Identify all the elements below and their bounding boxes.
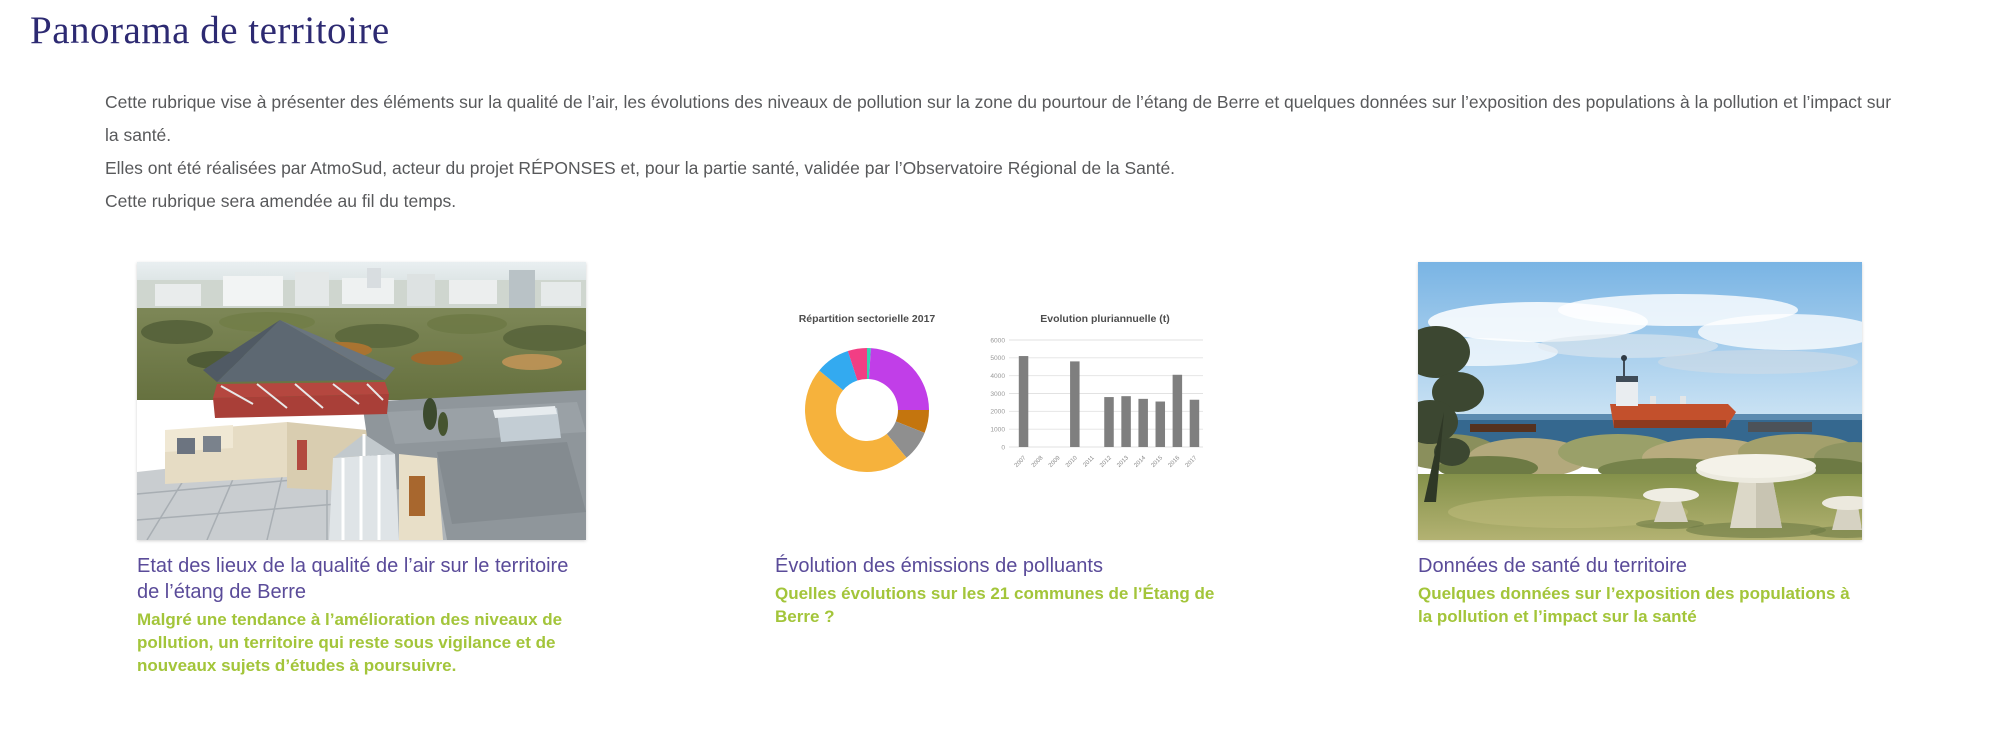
donut-slice-secteur-bleu [819, 351, 858, 391]
bar-2012 [1104, 397, 1114, 447]
card-subtitle-air-quality: Malgré une tendance à l’amélioration des… [137, 610, 563, 675]
glass-atrium [329, 434, 443, 540]
x-tick-label: 2014 [1133, 455, 1147, 469]
x-tick-label: 2012 [1099, 455, 1113, 469]
donut-slice-secteur-teal [867, 348, 871, 380]
card-emissions[interactable]: Répartition sectorielle 2017 Evolution pl… [775, 262, 1216, 628]
intro-paragraph-2: Elles ont été réalisées par AtmoSud, act… [105, 158, 1176, 178]
donut-slice-secteur-orange [805, 370, 907, 472]
x-tick-label: 2016 [1168, 455, 1182, 469]
x-tick-label: 2010 [1065, 455, 1079, 469]
bar-2016 [1172, 374, 1183, 447]
bar-2007 [1018, 356, 1029, 447]
intro-paragraph-3: Cette rubrique sera amendée au fil du te… [105, 191, 457, 211]
emissions-charts-image[interactable]: Répartition sectorielle 2017 Evolution pl… [775, 262, 1216, 540]
beige-buildings [165, 422, 367, 492]
y-tick-label: 6000 [990, 337, 1005, 344]
y-tick-label: 4000 [990, 373, 1005, 380]
card-title-air-quality[interactable]: Etat des lieux de la qualité de l’air su… [137, 555, 569, 603]
distant-ships [1470, 422, 1812, 432]
donut-slice-secteur-brun [895, 410, 929, 433]
aerial-photo-etang-de-berre[interactable] [137, 262, 586, 540]
topic-cards: Etat des lieux de la qualité de l’air su… [137, 262, 1862, 677]
donut-chart-title: Répartition sectorielle 2017 [799, 313, 936, 325]
bar-2010 [1070, 361, 1080, 447]
intro-text: Cette rubrique vise à présenter des élém… [105, 86, 1905, 218]
card-subtitle-emissions: Quelles évolutions sur les 21 communes d… [775, 584, 1215, 626]
bar-2014 [1138, 398, 1148, 447]
bar-2013 [1121, 396, 1131, 447]
clouds [1418, 294, 1862, 374]
y-tick-label: 0 [1001, 444, 1005, 451]
x-tick-label: 2015 [1150, 455, 1164, 469]
card-health[interactable]: Données de santé du territoire Quelques … [1418, 262, 1862, 628]
pyramid-roof [203, 320, 395, 418]
donut-slice-secteur-rose [847, 348, 867, 381]
y-tick-label: 2000 [990, 409, 1005, 416]
bar-2015 [1155, 401, 1166, 447]
card-air-quality[interactable]: Etat des lieux de la qualité de l’air su… [137, 262, 586, 677]
card-title-health[interactable]: Données de santé du territoire [1418, 555, 1688, 577]
intro-paragraph-1: Cette rubrique vise à présenter des élém… [105, 92, 1892, 145]
x-tick-label: 2007 [1014, 455, 1028, 469]
x-tick-label: 2011 [1082, 455, 1096, 469]
donut-slice-secteur-violet [868, 348, 929, 410]
coastal-photo-tanker[interactable] [1418, 262, 1862, 540]
picnic-table [1636, 454, 1862, 538]
city-skyline [137, 268, 586, 314]
y-tick-label: 5000 [990, 355, 1005, 362]
tree-silhouette [1418, 326, 1484, 502]
card-subtitle-health: Quelques données sur l’exposition des po… [1418, 584, 1850, 626]
x-tick-label: 2009 [1048, 455, 1062, 469]
card-title-emissions[interactable]: Évolution des émissions de polluants [775, 555, 1103, 577]
y-tick-label: 3000 [990, 391, 1005, 398]
page-title: Panorama de territoire [30, 9, 390, 52]
x-tick-label: 2017 [1185, 455, 1199, 469]
bar-2017 [1189, 399, 1200, 447]
donut-slice-secteur-gris [886, 421, 925, 458]
x-tick-label: 2013 [1116, 455, 1130, 469]
bar-chart-title: Evolution pluriannuelle (t) [1040, 313, 1170, 325]
x-tick-label: 2008 [1031, 455, 1045, 469]
tanker-ship [1610, 355, 1736, 428]
y-tick-label: 1000 [990, 426, 1005, 433]
